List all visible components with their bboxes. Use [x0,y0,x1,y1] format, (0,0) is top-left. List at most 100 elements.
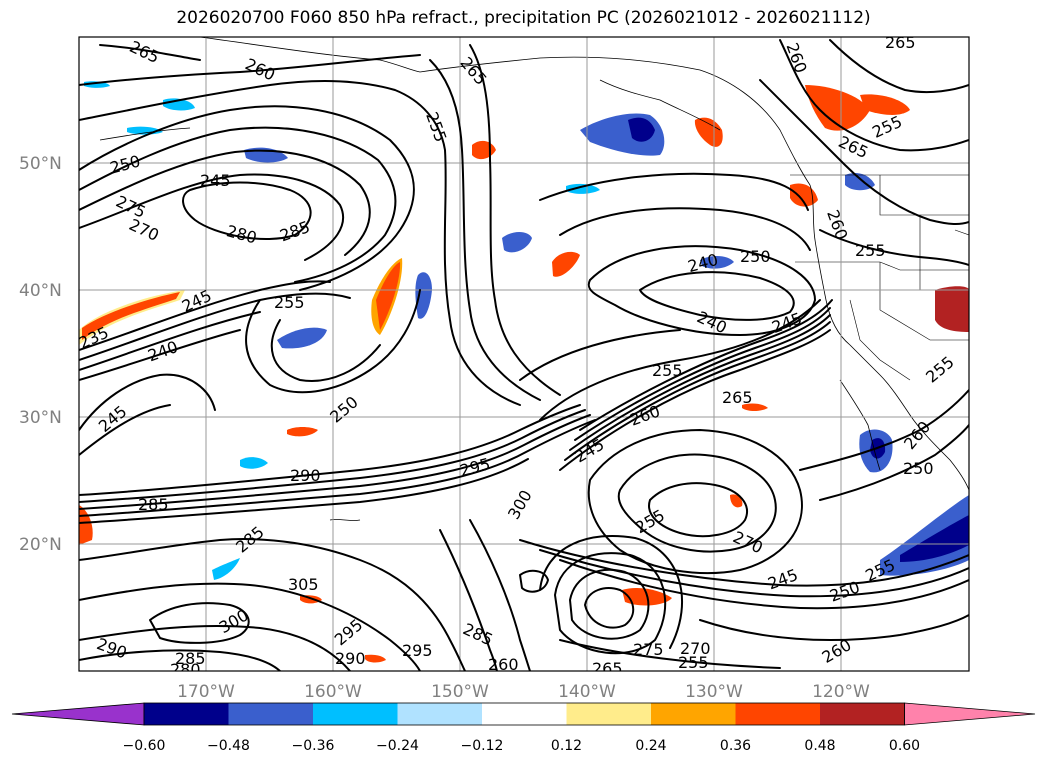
contour-line [79,404,171,456]
lon-label: 120°W [812,682,870,702]
contour-line [779,39,969,152]
contour-line [79,126,397,283]
contour-line [584,587,635,629]
colorbar-tick-label: 0.60 [889,738,920,754]
contour-line [519,329,681,381]
contour-line [519,569,549,593]
colorbar-segment [735,703,820,725]
lon-label: 160°W [304,682,362,702]
contour-line [79,414,591,510]
contour-label: 305 [288,575,319,594]
colorbar-segment [397,703,482,725]
contour-line [617,453,777,553]
precip-blob [742,403,768,411]
contour-label: 255 [678,653,709,672]
contour-line [587,429,803,575]
contour-line [79,79,521,406]
colorbar-extend-max [904,702,1036,726]
contour-line [759,79,969,226]
contour-line [79,373,216,431]
precip-blob [566,183,600,194]
contour-line [270,319,381,382]
contour-label: 290 [290,466,321,485]
precip-blob [935,286,969,332]
precip-blob [700,256,734,269]
contour-label: 255 [652,361,683,380]
colorbar-tick-label: −0.24 [376,738,419,754]
colorbar-segment [313,703,398,725]
precip-blob [277,327,327,349]
contour-line [79,54,421,86]
lon-label: 170°W [177,682,235,702]
contour-line [819,229,969,266]
contour-line [648,482,748,538]
precip-blob [628,117,655,142]
colorbar-tick-label: −0.60 [123,738,166,754]
contour-line [799,389,969,471]
precip-blob [694,117,723,147]
precip-blob [415,272,432,319]
colorbar-segment [651,703,736,725]
contour-label: 265 [885,33,916,52]
precip-blob [552,251,580,277]
contour-line [579,299,833,431]
contour-label: 285 [175,649,206,668]
contour-line [469,519,531,671]
lat-label: 40°N [19,281,62,301]
contour-line [79,280,331,351]
longitude-labels: 170°W 160°W 150°W 140°W 130°W 120°W [177,682,870,702]
precip-blob [900,515,969,562]
contour-line [79,329,241,381]
precip-blob [365,654,386,663]
contour-line [429,59,541,401]
lat-label: 30°N [19,408,62,428]
contour-line [79,292,351,361]
contour-line [79,649,281,671]
contour-line [79,419,596,517]
colorbar-tick-label: −0.36 [292,738,335,754]
contour-line [574,307,831,441]
contour-line [539,299,821,421]
colorbar-segment [228,703,313,725]
precip-blob [287,427,318,437]
contour-label: 260 [488,655,519,674]
contour-line [559,207,811,251]
contour-line [79,582,421,671]
contour-label: 250 [740,247,771,266]
contour-line [79,149,371,256]
latitude-labels: 50°N 40°N 30°N 20°N [19,154,62,555]
contour-line [99,44,201,61]
precip-blob [502,232,532,253]
colorbar-tick-label: 0.24 [635,738,666,754]
precip-blob [805,85,870,131]
colorbar-tick-label: 0.12 [551,738,582,754]
contour-line [539,534,684,649]
contour-line [245,289,421,394]
contour-label: 270 [680,639,711,658]
contour-label: 250 [903,459,934,478]
refractivity-contours [79,39,969,671]
contour-line [829,39,969,94]
colorbar-segment [566,703,651,725]
map-area [79,37,969,671]
contour-line [559,639,781,669]
contour-label: 280 [170,660,201,679]
colorbar-segment [482,703,567,725]
contour-line [469,44,561,396]
contour-line [559,559,969,610]
lat-label: 20°N [19,535,62,555]
contour-line [439,529,498,671]
contour-line [79,538,466,671]
contour-line [149,602,250,644]
contour-line [819,424,969,501]
contour-label: 265 [722,388,753,407]
colorbar-tick-label: 0.36 [720,738,751,754]
contour-label: 255 [855,241,886,260]
contour-line [79,404,581,496]
lon-label: 140°W [558,682,616,702]
colorbar-tick-label: 0.48 [804,738,835,754]
lon-label: 130°W [685,682,743,702]
borders [790,174,969,381]
contour-label: 275 [633,640,664,659]
contour-line [79,624,351,671]
